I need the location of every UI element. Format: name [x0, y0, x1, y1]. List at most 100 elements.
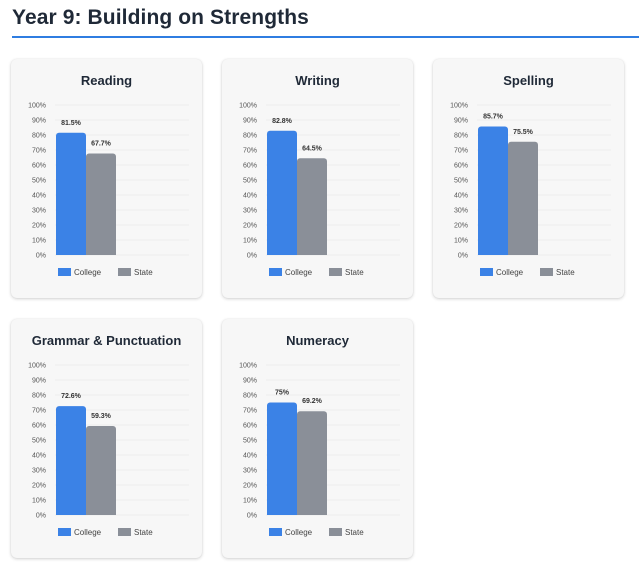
legend-state-label: State: [556, 268, 575, 277]
y-tick-label: 50%: [243, 438, 257, 445]
legend-state-label: State: [345, 268, 364, 277]
y-tick-label: 60%: [32, 423, 46, 430]
legend-college-swatch: [58, 528, 71, 536]
y-tick-label: 50%: [32, 178, 46, 185]
y-tick-label: 30%: [454, 208, 468, 215]
legend-state-swatch: [329, 528, 342, 536]
y-tick-label: 80%: [243, 133, 257, 140]
y-tick-label: 50%: [32, 438, 46, 445]
y-tick-label: 100%: [450, 103, 468, 110]
chart-title: Numeracy: [286, 333, 349, 348]
bar-chart-reading: 0% 10% 20% 30% 40% 50% 60% 70% 80% 90% 100% 81.5% 67…: [28, 103, 189, 277]
y-tick-label: 20%: [243, 483, 257, 490]
y-tick-label: 0%: [247, 513, 257, 520]
y-tick-label: 80%: [32, 393, 46, 400]
data-label: 69.2%: [302, 398, 323, 405]
legend-college-label: College: [74, 268, 102, 277]
y-tick-label: 70%: [243, 408, 257, 415]
state-bar: [297, 158, 327, 255]
data-label: 72.6%: [61, 393, 82, 400]
legend-college-swatch: [480, 268, 493, 276]
chart-card-writing: Writing 0% 10% 20% 30% 40% 50% 60% 70% 80% 90% 100…: [222, 59, 413, 298]
college-bar: [56, 132, 86, 255]
bar-base: [86, 251, 116, 255]
state-bar: [297, 411, 327, 515]
college-bar: [267, 130, 297, 255]
legend-state-label: State: [345, 528, 364, 537]
legend-college-label: College: [74, 528, 102, 537]
data-label: 82.8%: [272, 118, 293, 125]
state-bar: [86, 153, 116, 255]
bar-base: [297, 511, 327, 515]
chart-title: Reading: [80, 73, 133, 88]
y-tick-label: 0%: [247, 253, 257, 260]
bar-chart-spelling: 0% 10% 20% 30% 40% 50% 60% 70% 80% 90% 100% 85.7% 75…: [450, 103, 611, 277]
y-tick-label: 70%: [32, 148, 46, 155]
chart-title: Writing: [295, 73, 340, 88]
y-tick-label: 80%: [243, 393, 257, 400]
y-tick-label: 50%: [454, 178, 468, 185]
legend-state-label: State: [134, 268, 153, 277]
y-tick-label: 60%: [243, 163, 257, 170]
y-tick-label: 90%: [32, 378, 46, 385]
y-tick-label: 20%: [32, 483, 46, 490]
y-tick-label: 20%: [454, 223, 468, 230]
y-tick-label: 10%: [243, 498, 257, 505]
y-tick-label: 80%: [454, 133, 468, 140]
y-tick-label: 100%: [28, 103, 46, 110]
y-tick-label: 60%: [454, 163, 468, 170]
data-label: 64.5%: [302, 145, 323, 152]
college-bar: [56, 406, 86, 515]
legend-college-swatch: [269, 268, 282, 276]
data-label: 67.7%: [91, 140, 112, 147]
y-tick-label: 30%: [32, 468, 46, 475]
y-tick-label: 10%: [243, 238, 257, 245]
y-tick-label: 40%: [243, 453, 257, 460]
chart-card-spelling: Spelling 0% 10% 20% 30% 40% 50% 60% 70% 80% 90% 10…: [433, 59, 624, 298]
y-tick-label: 30%: [243, 468, 257, 475]
legend-state-label: State: [134, 528, 153, 537]
legend-state-swatch: [118, 268, 131, 276]
y-tick-label: 90%: [243, 118, 257, 125]
y-tick-label: 100%: [28, 363, 46, 370]
y-tick-label: 10%: [32, 238, 46, 245]
chart-card-grammar-punctuation: Grammar & Punctuation 0% 10% 20% 30% 40% 50% 6…: [11, 319, 202, 558]
legend-state-swatch: [540, 268, 553, 276]
y-tick-label: 90%: [454, 118, 468, 125]
chart-title: Grammar & Punctuation: [31, 333, 182, 348]
y-tick-label: 40%: [32, 453, 46, 460]
legend-state-swatch: [118, 528, 131, 536]
y-tick-label: 20%: [32, 223, 46, 230]
y-tick-label: 30%: [243, 208, 257, 215]
bar-chart-grammar-punctuation: 0% 10% 20% 30% 40% 50% 60% 70% 80% 90% 100% 72.6% 59…: [28, 363, 189, 537]
title-underline: [12, 36, 639, 38]
page-title: Year 9: Building on Strengths: [12, 6, 309, 29]
chart-card-numeracy: Numeracy 0% 10% 20% 30% 40% 50% 60% 70% 80% 90% 10…: [222, 319, 413, 558]
chart-card-reading: Reading 0% 10% 20% 30% 40% 50% 60% 70% 80% 90% 100…: [11, 59, 202, 298]
data-label: 59.3%: [91, 413, 112, 420]
data-label: 81.5%: [61, 120, 82, 127]
bar-chart-writing: 0% 10% 20% 30% 40% 50% 60% 70% 80% 90% 100% 82.8% 64…: [239, 103, 400, 277]
y-tick-label: 20%: [243, 223, 257, 230]
bar-base: [508, 251, 538, 255]
y-tick-label: 100%: [239, 363, 257, 370]
data-label: 75.5%: [513, 129, 534, 136]
chart-title: Spelling: [503, 73, 554, 88]
y-tick-label: 70%: [32, 408, 46, 415]
y-tick-label: 60%: [243, 423, 257, 430]
college-bar: [478, 126, 508, 255]
y-tick-label: 90%: [243, 378, 257, 385]
legend-college-swatch: [269, 528, 282, 536]
y-tick-label: 60%: [32, 163, 46, 170]
legend-state-swatch: [329, 268, 342, 276]
legend-college-swatch: [58, 268, 71, 276]
legend-college-label: College: [285, 528, 313, 537]
bar-base: [267, 251, 297, 255]
y-tick-label: 40%: [243, 193, 257, 200]
bar-base: [297, 251, 327, 255]
state-bar: [508, 141, 538, 255]
bar-base: [478, 251, 508, 255]
y-tick-label: 0%: [36, 513, 46, 520]
y-tick-label: 70%: [454, 148, 468, 155]
